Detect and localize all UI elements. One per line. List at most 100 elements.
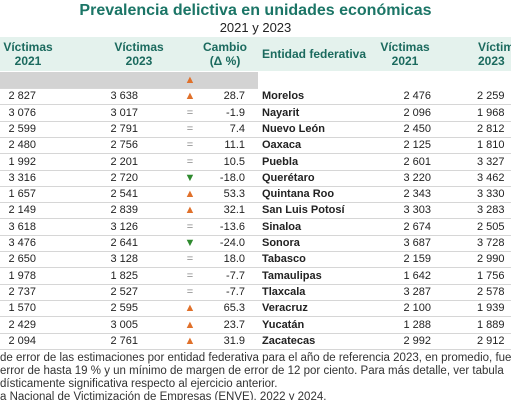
table-row: 1 978 1 825 = -7.7 Tamaulipas 1 642 1 756: [0, 268, 511, 285]
change-indicator: =: [186, 253, 194, 266]
change-indicator: =: [186, 285, 194, 298]
change-indicator: ▲: [184, 318, 196, 331]
table-cell: -7.7: [226, 269, 245, 282]
column-header: Víctimas 2021: [355, 40, 455, 68]
column-header: Víctimas 2021: [0, 40, 78, 68]
change-indicator: ▲: [184, 74, 196, 86]
table-cell: 3 330: [477, 188, 505, 201]
table-cell: 2 827: [8, 90, 36, 103]
change-indicator: ▼: [184, 237, 196, 249]
table-cell: 2 756: [110, 139, 138, 152]
table-cell: 1 657: [8, 188, 36, 201]
table-cell: 3 687: [403, 237, 431, 249]
table-cell: 1 978: [8, 269, 36, 282]
table-cell: -7.7: [226, 285, 245, 298]
table-cell: 1 968: [477, 106, 505, 119]
table-cell: 2 429: [8, 318, 36, 331]
table-row: 2 599 2 791 = 7.4 Nuevo León 2 450 2 812: [0, 121, 511, 138]
state-name: Quintana Roo: [262, 188, 335, 201]
table-cell: 3 728: [477, 237, 505, 249]
table-cell: 2 094: [8, 334, 36, 347]
change-indicator: ▲: [184, 302, 196, 315]
table-row: 3 476 2 641 ▼ -24.0 Sonora 3 687 3 728: [0, 235, 511, 252]
table-row: 2 827 3 638 ▲ 28.7 Morelos 2 476 2 259: [0, 88, 511, 106]
table-cell: 65.3: [223, 302, 245, 315]
footnote: a Nacional de Victimización de Empresas …: [0, 391, 327, 400]
header-line: Víctimas: [478, 40, 511, 54]
table-cell: 2 541: [110, 188, 138, 201]
state-name: Sonora: [262, 237, 300, 249]
table-row: 2 149 2 839 ▲ 32.1 San Luis Potosí 3 303 3 283: [0, 202, 511, 220]
table-cell: 2 674: [403, 220, 431, 233]
table-cell: 53.3: [223, 188, 245, 201]
change-indicator: =: [186, 220, 194, 233]
table-cell: 2 839: [110, 204, 138, 217]
header-line: 2023: [125, 54, 153, 68]
table-cell: -18.0: [219, 171, 245, 184]
table-row: 3 076 3 017 = -1.9 Nayarit 2 096 1 968: [0, 105, 511, 122]
table-cell: 2 125: [403, 139, 431, 152]
table-row: 2 429 3 005 ▲ 23.7 Yucatán 1 288 1 889: [0, 317, 511, 334]
header-line: Entidad federativa: [262, 47, 367, 61]
table-cell: 2 450: [403, 122, 431, 135]
table-cell: 1 825: [110, 269, 138, 282]
table-cell: 2 505: [477, 220, 505, 233]
table-cell: 2 343: [403, 188, 431, 201]
table-cell: 2 737: [8, 285, 36, 298]
change-indicator: ▲: [184, 90, 196, 103]
table-cell: 1 992: [8, 155, 36, 168]
change-indicator: =: [186, 106, 194, 119]
table-cell: 2 476: [403, 90, 431, 103]
table-cell: 2 259: [477, 90, 505, 103]
state-name: Oaxaca: [262, 139, 302, 152]
table-row: 2 737 2 527 = -7.7 Tlaxcala 3 287 2 578: [0, 284, 511, 301]
table-row: 2 480 2 756 = 11.1 Oaxaca 2 125 1 810: [0, 137, 511, 155]
footnote: error de hasta 19 % y un mínimo de marge…: [0, 365, 504, 377]
state-name: Puebla: [262, 155, 299, 168]
table-cell: 2 480: [8, 139, 36, 152]
table-cell: 1 939: [477, 302, 505, 315]
header-line: 2021: [391, 54, 419, 68]
table-cell: 2 149: [8, 204, 36, 217]
column-header: Entidad federativa: [262, 47, 366, 61]
table-cell: 2 761: [110, 334, 138, 347]
table-cell: -1.9: [226, 106, 245, 119]
table-cell: 1 642: [403, 269, 431, 282]
table-row: 2 650 3 128 = 18.0 Tabasco 2 159 2 990: [0, 251, 511, 269]
table-row: 2 094 2 761 ▲ 31.9 Zacatecas 2 992 2 912: [0, 333, 511, 350]
table-cell: 2 791: [110, 122, 138, 135]
table-row: 1 992 2 201 = 10.5 Puebla 2 601 3 327: [0, 154, 511, 171]
change-indicator: =: [186, 269, 194, 282]
table-cell: -24.0: [219, 237, 245, 249]
table-cell: 2 650: [8, 253, 36, 266]
table-cell: 2 578: [477, 285, 505, 298]
header-line: 2023: [478, 54, 505, 68]
state-name: Nuevo León: [262, 122, 325, 135]
table-cell: 3 316: [8, 171, 36, 184]
change-indicator: =: [186, 139, 194, 152]
change-indicator: =: [186, 155, 194, 168]
header-line: Víctimas: [3, 40, 53, 54]
title: Prevalencia delictiva en unidades económ…: [79, 2, 432, 19]
table-cell: 3 303: [403, 204, 431, 217]
header-line: Víctimas: [380, 40, 430, 54]
change-indicator: ▲: [184, 204, 196, 217]
change-indicator: =: [186, 122, 194, 135]
table-cell: 18.0: [223, 253, 245, 266]
footnote: de error de las estimaciones por entidad…: [0, 352, 511, 364]
table-cell: 3 638: [110, 90, 138, 103]
table-cell: 28.7: [223, 90, 245, 103]
table-cell: 2 159: [403, 253, 431, 266]
table-cell: 1 570: [8, 302, 36, 315]
table-cell: 3 076: [8, 106, 36, 119]
footnote: dísticamente significativa respecto al e…: [0, 378, 278, 390]
table-row: 3 316 2 720 ▼ -18.0 Querétaro 3 220 3 462: [0, 170, 511, 187]
table-cell: 2 201: [110, 155, 138, 168]
table-cell: 3 476: [8, 237, 36, 249]
table-cell: 3 327: [477, 155, 505, 168]
change-indicator: ▲: [184, 188, 196, 201]
header-line: Cambio: [202, 40, 247, 54]
